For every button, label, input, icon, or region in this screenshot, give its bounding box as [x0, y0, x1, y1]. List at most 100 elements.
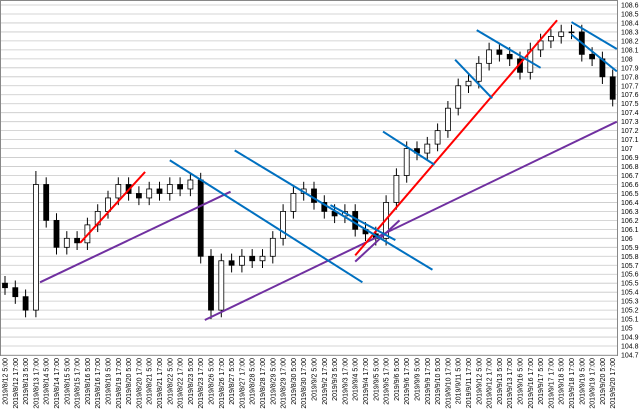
- candle-body: [280, 211, 287, 239]
- x-tick-label: 2019/9/9 17:00: [425, 358, 432, 405]
- x-tick-label: 2019/9/20 17:00: [610, 358, 617, 409]
- candle-body: [22, 296, 29, 311]
- trend-line: [234, 149, 433, 271]
- candle-body: [455, 85, 462, 109]
- y-tick-label: 105.7: [621, 263, 639, 270]
- candle-body: [53, 219, 60, 248]
- candle-body: [548, 36, 554, 42]
- candle-body: [465, 80, 472, 87]
- candle-body: [393, 175, 400, 203]
- x-tick-label: 2019/9/2 17:00: [322, 358, 329, 405]
- y-tick-label: 104.7: [621, 353, 639, 360]
- x-tick-label: 2019/8/29 5:00: [270, 358, 277, 405]
- y-tick-label: 106.2: [621, 218, 639, 225]
- y-tick-label: 105.3: [621, 299, 639, 306]
- trend-line: [570, 33, 618, 73]
- y-tick-label: 105.4: [621, 290, 639, 297]
- y-tick-label: 105.9: [621, 245, 639, 252]
- x-tick-label: 2019/9/4 5:00: [353, 358, 360, 401]
- x-tick-label: 2019/8/27 5:00: [229, 358, 236, 405]
- candle-body: [2, 282, 8, 289]
- y-tick-label: 107.7: [621, 83, 639, 90]
- candle-body: [249, 255, 256, 262]
- x-tick-label: 2019/9/12 17:00: [487, 358, 494, 409]
- y-tick-label: 105.1: [621, 317, 639, 324]
- y-tick-label: 108: [621, 56, 633, 63]
- x-tick-label: 2019/9/6 5:00: [394, 358, 401, 401]
- candle-body: [475, 62, 482, 82]
- candle-body: [558, 31, 565, 37]
- x-tick-label: 2019/9/3 5:00: [332, 358, 339, 401]
- y-tick-label: 106.7: [621, 173, 639, 180]
- y-tick-label: 105.6: [621, 272, 639, 279]
- x-tick-label: 2019/8/15 17:00: [75, 358, 82, 409]
- candle-body: [269, 237, 276, 257]
- trend-line: [204, 120, 618, 321]
- candle-body: [496, 49, 503, 55]
- x-tick-label: 2019/9/19 5:00: [579, 358, 586, 405]
- trend-line: [39, 190, 231, 284]
- candle-body: [197, 179, 204, 257]
- candle-body: [444, 107, 451, 132]
- x-tick-label: 2019/9/16 5:00: [518, 358, 525, 405]
- x-tick-label: 2019/8/26 17:00: [219, 358, 226, 409]
- candle-body: [568, 31, 575, 34]
- x-tick-label: 2019/8/15 5:00: [64, 358, 71, 405]
- x-tick-label: 2019/9/11 5:00: [456, 358, 463, 404]
- x-tick-label: 2019/8/12 17:00: [13, 358, 20, 409]
- y-tick-label: 106.9: [621, 155, 639, 162]
- x-tick-label: 2019/9/20 5:00: [600, 358, 607, 405]
- x-tick-label: 2019/8/26 5:00: [209, 358, 216, 405]
- x-tick-label: 2019/9/6 17:00: [404, 358, 411, 405]
- x-tick-label: 2019/9/17 5:00: [538, 358, 545, 405]
- candle-body: [166, 184, 173, 194]
- trend-line: [476, 29, 542, 69]
- y-tick-label: 107.2: [621, 128, 639, 135]
- trend-line: [382, 130, 436, 166]
- trend-line: [354, 19, 558, 257]
- candle-body: [218, 260, 225, 311]
- candle-body: [156, 188, 163, 194]
- candle-body: [43, 184, 50, 221]
- y-tick-label: 105.5: [621, 281, 639, 288]
- candle-body: [33, 184, 39, 311]
- x-tick-label: 2019/8/30 5:00: [291, 358, 298, 405]
- y-tick-label: 108.1: [621, 47, 639, 54]
- y-tick-label: 108.3: [621, 29, 639, 36]
- candle-body: [506, 53, 513, 60]
- candle-body: [63, 237, 70, 248]
- x-tick-label: 2019/9/13 5:00: [497, 358, 504, 405]
- candle-body: [74, 237, 80, 244]
- x-tick-label: 2019/8/19 5:00: [106, 358, 113, 405]
- x-tick-label: 2019/8/14 17:00: [54, 358, 61, 409]
- y-tick-label: 107.9: [621, 65, 639, 72]
- candle-body: [238, 255, 245, 266]
- candle-body: [187, 179, 194, 190]
- y-tick-label: 107: [621, 146, 633, 153]
- y-tick-label: 105: [621, 326, 633, 333]
- x-tick-label: 2019/8/12 5:00: [3, 358, 10, 405]
- trend-line: [330, 204, 396, 242]
- y-tick-label: 104.9: [621, 335, 639, 342]
- x-tick-label: 2019/9/3 17:00: [342, 358, 349, 405]
- candle-body: [12, 287, 19, 298]
- x-tick-label: 2019/8/22 17:00: [178, 358, 185, 409]
- x-tick-label: 2019/8/30 17:00: [301, 358, 308, 409]
- x-tick-label: 2019/8/29 17:00: [281, 358, 288, 409]
- candle-body: [177, 184, 184, 190]
- y-tick-label: 106.4: [621, 200, 639, 207]
- candle-body: [135, 193, 142, 199]
- x-tick-label: 2019/8/20 5:00: [126, 358, 133, 405]
- x-tick-label: 2019/8/28 17:00: [260, 358, 267, 409]
- x-tick-label: 2019/8/23 17:00: [198, 358, 205, 409]
- x-tick-label: 2019/9/10 17:00: [445, 358, 452, 409]
- x-tick-label: 2019/8/16 5:00: [85, 358, 92, 405]
- x-tick-label: 2019/8/14 5:00: [44, 358, 51, 405]
- candle-body: [609, 76, 616, 100]
- candle-body: [146, 188, 153, 199]
- x-tick-label: 2019/8/13 17:00: [33, 358, 40, 409]
- x-tick-label: 2019/9/2 5:00: [312, 358, 319, 401]
- x-tick-label: 2019/8/22 5:00: [167, 358, 174, 405]
- y-tick-label: 107.1: [621, 137, 639, 144]
- x-tick-label: 2019/8/21 17:00: [157, 358, 164, 409]
